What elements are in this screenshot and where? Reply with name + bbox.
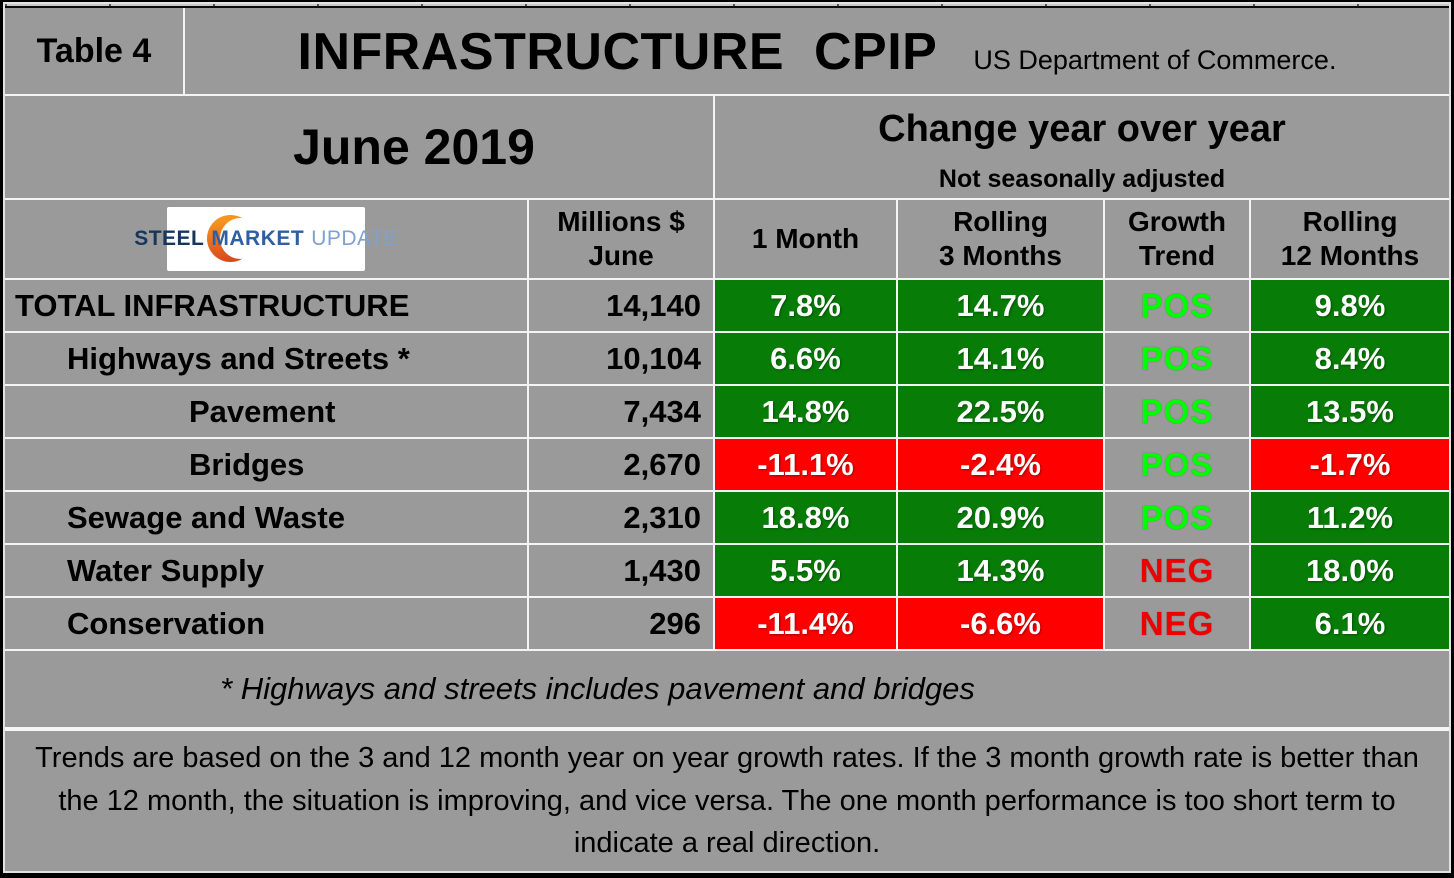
cell-rolling-12-months: 6.1% bbox=[1251, 598, 1449, 649]
title-row: Table 4 INFRASTRUCTURE CPIP US Departmen… bbox=[5, 8, 1449, 96]
cell-1-month: -11.4% bbox=[715, 598, 898, 649]
cell-growth-trend: POS bbox=[1105, 333, 1251, 384]
table-row: Pavement 7,434 14.8% 22.5% POS 13.5% bbox=[5, 386, 1449, 439]
cell-rolling-12-months: 9.8% bbox=[1251, 280, 1449, 331]
table-row: Conservation 296 -11.4% -6.6% NEG 6.1% bbox=[5, 598, 1449, 651]
cell-growth-trend: NEG bbox=[1105, 598, 1251, 649]
logo-word-market: MARKET bbox=[211, 227, 305, 250]
row-label: Water Supply bbox=[5, 545, 529, 596]
column-header-rolling-3-months: Rolling 3 Months bbox=[898, 200, 1105, 278]
logo-cell: STEEL MARKET UPDATE bbox=[5, 200, 529, 278]
row-millions: 10,104 bbox=[529, 333, 715, 384]
cell-rolling-3-months: 14.1% bbox=[898, 333, 1105, 384]
column-header-millions: Millions $ June bbox=[529, 200, 715, 278]
table-row: Sewage and Waste 2,310 18.8% 20.9% POS 1… bbox=[5, 492, 1449, 545]
table-row: TOTAL INFRASTRUCTURE 14,140 7.8% 14.7% P… bbox=[5, 280, 1449, 333]
steel-market-update-logo: STEEL MARKET UPDATE bbox=[134, 207, 397, 271]
cell-growth-trend: POS bbox=[1105, 492, 1251, 543]
cell-growth-trend: POS bbox=[1105, 386, 1251, 437]
rolling12-header-line2: 12 Months bbox=[1280, 240, 1420, 271]
cell-growth-trend: POS bbox=[1105, 280, 1251, 331]
spreadsheet-edge-strip bbox=[5, 4, 1449, 8]
column-header-growth-trend: Growth Trend bbox=[1105, 200, 1251, 278]
millions-header-line2: June bbox=[588, 240, 654, 271]
trend-explanation-note: Trends are based on the 3 and 12 month y… bbox=[35, 742, 1419, 860]
cell-rolling-3-months: 14.7% bbox=[898, 280, 1105, 331]
row-millions: 14,140 bbox=[529, 280, 715, 331]
row-label: Highways and Streets * bbox=[5, 333, 529, 384]
row-millions: 296 bbox=[529, 598, 715, 649]
row-millions: 2,670 bbox=[529, 439, 715, 490]
page-title: INFRASTRUCTURE CPIP bbox=[297, 23, 938, 81]
table-tag-cell: Table 4 bbox=[5, 8, 185, 94]
rolling3-header-line2: 3 Months bbox=[939, 240, 1062, 271]
table-body: Table 4 INFRASTRUCTURE CPIP US Departmen… bbox=[3, 2, 1451, 873]
change-header-cell: Change year over year Not seasonally adj… bbox=[715, 96, 1449, 198]
period-cell: June 2019 bbox=[5, 96, 715, 198]
row-label: TOTAL INFRASTRUCTURE bbox=[5, 280, 529, 331]
logo-word-steel: STEEL bbox=[134, 227, 205, 250]
cell-rolling-12-months: -1.7% bbox=[1251, 439, 1449, 490]
column-header-rolling-12-months: Rolling 12 Months bbox=[1251, 200, 1449, 278]
cell-1-month: -11.1% bbox=[715, 439, 898, 490]
cell-1-month: 7.8% bbox=[715, 280, 898, 331]
cell-1-month: 18.8% bbox=[715, 492, 898, 543]
table-row: Water Supply 1,430 5.5% 14.3% NEG 18.0% bbox=[5, 545, 1449, 598]
footnote: * Highways and streets includes pavement… bbox=[220, 671, 975, 706]
cell-rolling-12-months: 11.2% bbox=[1251, 492, 1449, 543]
cell-growth-trend: NEG bbox=[1105, 545, 1251, 596]
data-source: US Department of Commerce. bbox=[973, 45, 1337, 75]
report-period: June 2019 bbox=[293, 119, 535, 175]
growth-header-line1: Growth bbox=[1128, 205, 1226, 237]
cell-1-month: 5.5% bbox=[715, 545, 898, 596]
logo-word-update: UPDATE bbox=[311, 227, 398, 250]
cell-rolling-12-months: 18.0% bbox=[1251, 545, 1449, 596]
rolling12-header-line1: Rolling bbox=[1302, 205, 1398, 237]
row-label: Sewage and Waste bbox=[5, 492, 529, 543]
cell-rolling-3-months: -2.4% bbox=[898, 439, 1105, 490]
row-millions: 2,310 bbox=[529, 492, 715, 543]
logo-text: STEEL MARKET UPDATE bbox=[134, 227, 398, 251]
footnote-row: * Highways and streets includes pavement… bbox=[5, 651, 1449, 731]
millions-header-line1: Millions $ bbox=[557, 205, 685, 237]
row-label: Bridges bbox=[5, 439, 529, 490]
cell-rolling-3-months: 20.9% bbox=[898, 492, 1105, 543]
row-millions: 7,434 bbox=[529, 386, 715, 437]
table-tag: Table 4 bbox=[36, 31, 152, 70]
change-note: Not seasonally adjusted bbox=[938, 165, 1226, 193]
title-cell: INFRASTRUCTURE CPIP US Department of Com… bbox=[185, 8, 1449, 94]
row-label: Pavement bbox=[5, 386, 529, 437]
one-month-header: 1 Month bbox=[751, 222, 860, 254]
note-row: Trends are based on the 3 and 12 month y… bbox=[5, 731, 1449, 871]
column-header-row: STEEL MARKET UPDATE Millions $ June 1 Mo… bbox=[5, 200, 1449, 280]
rolling3-header-line1: Rolling bbox=[953, 205, 1048, 237]
cell-rolling-12-months: 8.4% bbox=[1251, 333, 1449, 384]
period-row: June 2019 Change year over year Not seas… bbox=[5, 96, 1449, 200]
column-header-1-month: 1 Month bbox=[715, 200, 898, 278]
cell-1-month: 14.8% bbox=[715, 386, 898, 437]
row-label: Conservation bbox=[5, 598, 529, 649]
cell-growth-trend: POS bbox=[1105, 439, 1251, 490]
cell-rolling-12-months: 13.5% bbox=[1251, 386, 1449, 437]
change-title: Change year over year bbox=[878, 108, 1286, 150]
table-row: Highways and Streets * 10,104 6.6% 14.1%… bbox=[5, 333, 1449, 386]
growth-header-line2: Trend bbox=[1138, 240, 1216, 271]
table-row: Bridges 2,670 -11.1% -2.4% POS -1.7% bbox=[5, 439, 1449, 492]
row-millions: 1,430 bbox=[529, 545, 715, 596]
cell-rolling-3-months: 22.5% bbox=[898, 386, 1105, 437]
cell-rolling-3-months: 14.3% bbox=[898, 545, 1105, 596]
cell-rolling-3-months: -6.6% bbox=[898, 598, 1105, 649]
logo-crescent-icon bbox=[207, 215, 261, 262]
cell-1-month: 6.6% bbox=[715, 333, 898, 384]
